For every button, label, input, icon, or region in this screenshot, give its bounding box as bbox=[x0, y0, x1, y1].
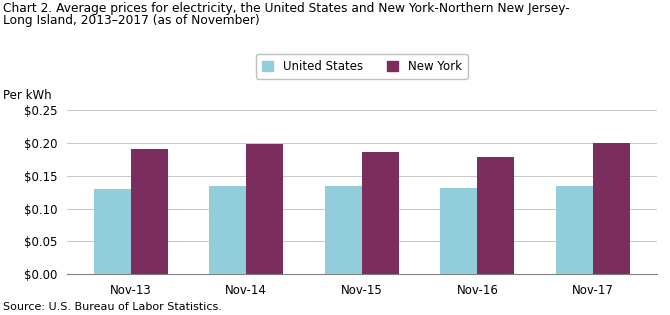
Bar bbox=[325, 186, 362, 274]
Bar bbox=[440, 188, 477, 274]
Text: Source: U.S. Bureau of Labor Statistics.: Source: U.S. Bureau of Labor Statistics. bbox=[3, 302, 222, 312]
Bar bbox=[209, 186, 247, 274]
Bar bbox=[362, 152, 399, 274]
Text: Chart 2. Average prices for electricity, the United States and New York-Northern: Chart 2. Average prices for electricity,… bbox=[3, 2, 570, 14]
Bar bbox=[94, 189, 131, 274]
Bar bbox=[477, 158, 515, 274]
Legend: United States, New York: United States, New York bbox=[256, 54, 468, 79]
Text: Per kWh: Per kWh bbox=[3, 89, 52, 102]
Bar bbox=[593, 143, 630, 274]
Bar bbox=[131, 149, 168, 274]
Text: Long Island, 2013–2017 (as of November): Long Island, 2013–2017 (as of November) bbox=[3, 14, 260, 27]
Bar bbox=[556, 186, 593, 274]
Bar bbox=[247, 144, 283, 274]
